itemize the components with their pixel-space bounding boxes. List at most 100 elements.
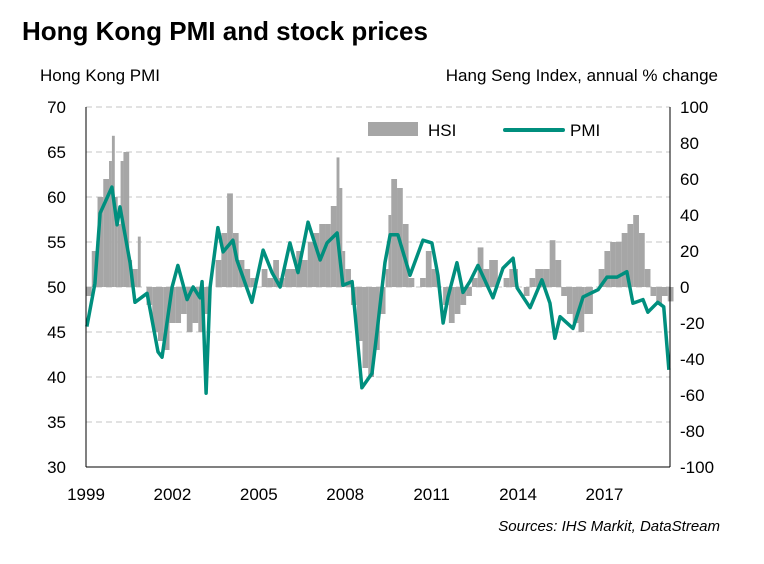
left-axis-label: Hong Kong PMI — [40, 66, 161, 85]
hsi-bar — [313, 233, 320, 287]
hsi-bar — [86, 287, 92, 296]
right-tick-label: 60 — [680, 170, 699, 189]
hsi-bar — [598, 269, 605, 287]
hsi-bar — [509, 269, 518, 287]
hsi-bar — [471, 278, 478, 287]
hsi-bar — [345, 269, 351, 287]
hsi-bar — [152, 287, 158, 332]
hsi-bar — [244, 269, 251, 287]
hsi-bar — [391, 179, 398, 287]
hsi-bar — [227, 193, 233, 287]
hsi-bar — [158, 287, 164, 341]
hsi-bar — [221, 233, 228, 287]
hsi-bar — [379, 287, 386, 314]
chart-title: Hong Kong PMI and stock prices — [22, 16, 428, 46]
hsi-bar — [103, 179, 110, 287]
hsi-bar — [443, 287, 449, 305]
right-tick-label: 100 — [680, 98, 708, 117]
source-note: Sources: IHS Markit, DataStream — [498, 518, 720, 535]
legend-hsi-label: HSI — [428, 121, 456, 140]
right-tick-label: 40 — [680, 206, 699, 225]
hsi-bar — [523, 287, 530, 296]
pmi-line — [85, 185, 671, 395]
right-tick-label: -60 — [680, 386, 705, 405]
hsi-bar — [503, 278, 510, 287]
hsi-bar — [420, 278, 426, 287]
hsi-bar — [662, 287, 668, 296]
hsi-bar — [566, 287, 573, 314]
hsi-bar — [273, 260, 279, 287]
right-axis-label: Hang Seng Index, annual % change — [445, 66, 718, 85]
left-tick-label: 65 — [47, 143, 66, 162]
hsi-bar — [385, 269, 389, 287]
hsi-bar — [250, 278, 256, 287]
right-tick-label: 20 — [680, 242, 699, 261]
hsi-bar — [181, 287, 187, 314]
left-tick-label: 60 — [47, 188, 66, 207]
hsi-bar — [650, 287, 657, 296]
hsi-bar — [284, 269, 291, 287]
hsi-bar — [325, 224, 331, 287]
right-tick-label: -40 — [680, 350, 705, 369]
hsi-bar — [572, 287, 579, 323]
hsi-bar — [336, 157, 340, 287]
x-tick-label: 2002 — [153, 485, 191, 504]
hsi-bar — [431, 269, 438, 287]
hsi-bar — [561, 287, 567, 296]
hsi-bar — [261, 269, 268, 287]
hsi-bar — [543, 269, 550, 287]
hsi-bar — [621, 233, 628, 287]
hsi-bar — [132, 269, 138, 287]
hsi-bar — [535, 269, 544, 287]
hsi-bar — [425, 251, 432, 287]
right-tick-label: 80 — [680, 134, 699, 153]
hsi-bar — [114, 197, 118, 287]
hsi-bar — [549, 240, 556, 287]
hsi-bar — [175, 287, 182, 323]
hsi-bar — [204, 287, 210, 314]
hsi-bar — [302, 260, 308, 287]
legend-hsi-swatch — [368, 122, 418, 136]
hsi-bar — [483, 269, 490, 287]
hsi-bar — [627, 224, 634, 287]
hsi-bar — [97, 197, 104, 287]
hsi-bar — [578, 287, 585, 332]
legend-pmi-label: PMI — [570, 121, 600, 140]
left-tick-label: 30 — [47, 458, 66, 477]
x-tick-label: 2011 — [413, 485, 450, 504]
left-tick-label: 55 — [47, 233, 66, 252]
hsi-bar — [215, 260, 222, 287]
hsi-bar — [615, 242, 622, 287]
hsi-bar — [169, 287, 176, 323]
hsi-bar — [111, 135, 115, 287]
hsi-bar — [109, 161, 112, 287]
hsi-bar — [290, 269, 297, 287]
hsi-bar — [408, 278, 415, 287]
hsi-bar — [117, 224, 121, 287]
x-tick-label: 1999 — [67, 485, 105, 504]
hsi-bar — [342, 251, 346, 287]
right-tick-label: -80 — [680, 422, 705, 441]
hsi-bar — [146, 287, 153, 305]
x-tick-label: 2008 — [326, 485, 364, 504]
hsi-bar — [633, 215, 639, 287]
hsi-bar — [667, 287, 674, 302]
hsi-bar — [460, 287, 467, 305]
hsi-bar — [362, 287, 369, 368]
hsi-bar — [584, 287, 593, 314]
right-tick-label: -20 — [680, 314, 705, 333]
hsi-bar — [466, 287, 472, 296]
left-tick-label: 40 — [47, 368, 66, 387]
hsi-bar — [356, 287, 363, 341]
left-tick-label: 35 — [47, 413, 66, 432]
x-tick-label: 2017 — [585, 485, 623, 504]
hsi-bar — [198, 287, 205, 332]
x-tick-label: 2005 — [240, 485, 278, 504]
x-tick-label: 2014 — [499, 485, 537, 504]
hsi-bar — [610, 242, 616, 287]
left-tick-label: 50 — [47, 278, 66, 297]
hsi-bar — [555, 260, 562, 287]
left-tick-label: 45 — [47, 323, 66, 342]
right-tick-label: 0 — [680, 278, 689, 297]
